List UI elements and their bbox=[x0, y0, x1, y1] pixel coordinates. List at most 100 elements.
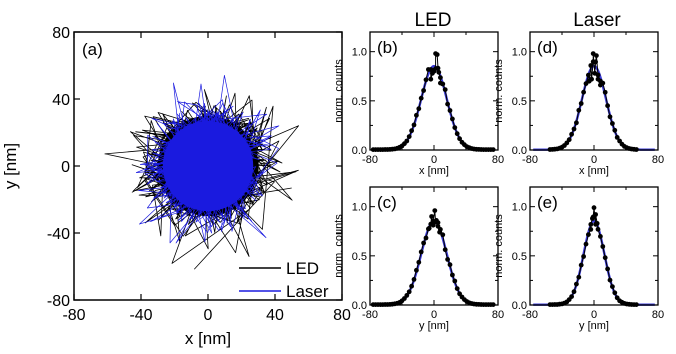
data-point bbox=[588, 222, 594, 227]
y-tick-label: 0.5 bbox=[352, 251, 367, 263]
y-tick-label: 0.0 bbox=[352, 300, 367, 312]
data-point bbox=[411, 122, 417, 128]
data-point bbox=[447, 262, 453, 268]
panel-e-xlabel: y [nm] bbox=[579, 320, 609, 332]
data-point bbox=[442, 247, 448, 253]
data-point bbox=[602, 255, 608, 261]
data-point bbox=[416, 259, 422, 265]
data-point bbox=[571, 126, 577, 132]
panel-e-label: (e) bbox=[537, 193, 558, 212]
y-tick-label: 0.5 bbox=[512, 251, 527, 263]
panel-b-ylabel: norm. counts bbox=[333, 59, 345, 123]
data-point bbox=[605, 266, 610, 272]
data-point bbox=[429, 214, 434, 219]
x-tick-label: -80 bbox=[62, 307, 85, 324]
data-point bbox=[610, 121, 615, 126]
data-point bbox=[421, 240, 426, 246]
x-tick-label: -40 bbox=[129, 307, 152, 324]
data-point bbox=[571, 289, 577, 295]
fit-curve bbox=[373, 64, 495, 151]
data-point bbox=[445, 257, 450, 262]
fit-curve bbox=[533, 219, 655, 306]
y-tick-label: 1.0 bbox=[512, 47, 527, 59]
x-tick-label: -80 bbox=[362, 154, 378, 166]
data-point bbox=[440, 81, 446, 87]
data-point bbox=[409, 128, 414, 134]
data-point bbox=[421, 88, 426, 93]
panel-c-xlabel: y [nm] bbox=[419, 320, 449, 332]
fit-curve bbox=[533, 64, 655, 151]
data-point bbox=[583, 241, 589, 247]
data-point bbox=[612, 127, 618, 133]
legend-label-laser: Laser bbox=[286, 282, 329, 301]
y-tick-label: 0 bbox=[61, 159, 70, 176]
panel-c-label: (c) bbox=[377, 193, 397, 212]
data-point bbox=[600, 244, 606, 249]
y-tick-label: 1.0 bbox=[352, 202, 367, 214]
data-point bbox=[581, 254, 586, 259]
x-tick-label: 0 bbox=[431, 154, 437, 166]
x-tick-label: 0 bbox=[591, 154, 597, 166]
data-point bbox=[411, 277, 417, 282]
x-tick-label: 80 bbox=[652, 309, 664, 321]
x-tick-label: -80 bbox=[522, 154, 538, 166]
x-tick-label: 0 bbox=[431, 309, 437, 321]
x-tick-label: 80 bbox=[492, 309, 504, 321]
data-point bbox=[574, 281, 579, 287]
panel-d-xlabel: x [nm] bbox=[579, 165, 609, 177]
x-tick-label: -80 bbox=[522, 309, 538, 321]
data-point bbox=[595, 226, 601, 232]
data-point bbox=[454, 131, 460, 137]
data-point bbox=[436, 69, 442, 75]
y-tick-label: -80 bbox=[47, 293, 70, 310]
data-point bbox=[423, 77, 429, 83]
data-point bbox=[438, 227, 443, 232]
data-point bbox=[438, 75, 443, 80]
data-point bbox=[602, 89, 608, 95]
data-point bbox=[594, 221, 600, 226]
data-point bbox=[452, 278, 458, 284]
legend: LED Laser bbox=[239, 259, 329, 301]
data-point bbox=[406, 134, 412, 140]
data-point bbox=[576, 274, 582, 280]
data-point bbox=[574, 120, 579, 126]
data-point bbox=[409, 283, 414, 289]
panel-d-histogram: -80 0 80 0.0 0.5 1.0 (d) x [nm] norm. counts bbox=[493, 31, 664, 177]
panel-c-ylabel: norm. counts bbox=[333, 214, 345, 278]
data-point bbox=[598, 234, 603, 239]
x-tick-label: 80 bbox=[333, 307, 351, 324]
data-point bbox=[594, 53, 599, 58]
x-tick-label: 40 bbox=[266, 307, 284, 324]
data-point bbox=[595, 72, 601, 78]
data-point bbox=[581, 89, 586, 95]
data-point bbox=[586, 232, 591, 238]
data-point bbox=[423, 235, 429, 241]
data-point bbox=[426, 225, 432, 231]
data-point bbox=[406, 289, 412, 295]
y-tick-label: -40 bbox=[47, 226, 70, 243]
panel-b-label: (b) bbox=[377, 38, 398, 57]
panel-b-xlabel: x [nm] bbox=[419, 165, 449, 177]
y-tick-label: 80 bbox=[52, 25, 70, 42]
data-point bbox=[454, 286, 460, 291]
data-line bbox=[549, 53, 637, 150]
data-point bbox=[404, 293, 410, 298]
data-point bbox=[404, 138, 410, 144]
data-point bbox=[457, 136, 462, 142]
data-point bbox=[442, 87, 448, 92]
data-point bbox=[418, 95, 424, 101]
panel-a-ticks: -80-80 -40 -40 0 0 40 40 80 80 bbox=[47, 25, 351, 324]
panel-e-ylabel: norm. counts bbox=[493, 214, 505, 278]
data-point bbox=[418, 249, 424, 255]
data-point bbox=[414, 112, 419, 118]
data-point bbox=[578, 262, 584, 268]
legend-label-led: LED bbox=[286, 259, 319, 278]
data-point bbox=[593, 212, 598, 217]
data-line bbox=[373, 52, 494, 151]
fit-curve bbox=[373, 219, 495, 306]
data-point bbox=[586, 72, 591, 78]
data-point bbox=[435, 220, 441, 226]
y-tick-label: 1.0 bbox=[512, 202, 527, 214]
data-point bbox=[566, 137, 572, 143]
